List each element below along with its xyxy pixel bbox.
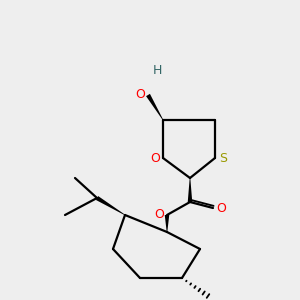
Text: O: O: [154, 208, 164, 221]
Text: H: H: [152, 64, 162, 76]
Text: O: O: [150, 152, 160, 164]
Polygon shape: [146, 94, 163, 120]
Polygon shape: [96, 196, 125, 215]
Text: O: O: [216, 202, 226, 214]
Text: O: O: [135, 88, 145, 101]
Polygon shape: [188, 178, 192, 202]
Text: S: S: [219, 152, 227, 164]
Polygon shape: [165, 215, 169, 232]
